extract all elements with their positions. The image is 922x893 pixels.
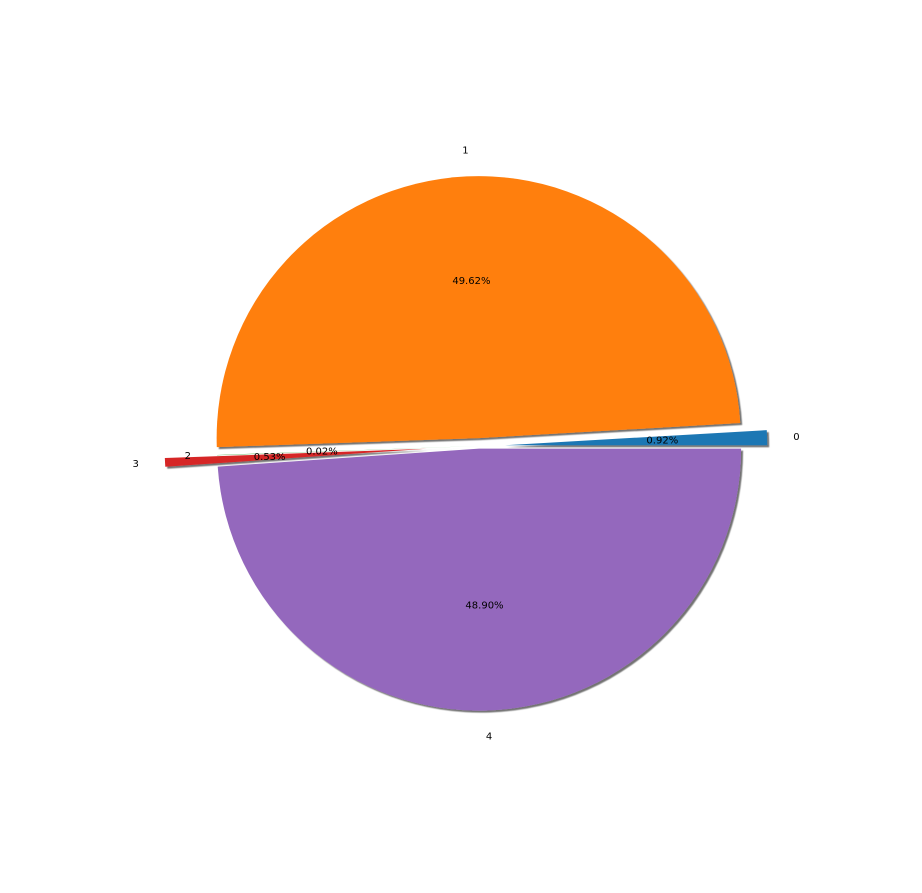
pct-label-3: 0.53%: [254, 452, 286, 463]
slice-label-1: 1: [462, 145, 468, 156]
pie-slice-1: [216, 176, 741, 448]
slice-label-3: 3: [132, 459, 138, 470]
pie-slice-3: [164, 448, 427, 467]
pct-label-2: 0.02%: [306, 446, 338, 457]
pct-label-1: 49.62%: [452, 276, 490, 287]
pie-slice-4: [217, 448, 742, 711]
pie-labels: 0 0.92% 1 49.62% 2 0.02% 3 0.53% 4 48.90%: [132, 145, 799, 742]
slice-label-2: 2: [185, 451, 191, 462]
pie-slice-2: [217, 446, 479, 456]
slice-label-0: 0: [793, 432, 799, 443]
pie-slices: [164, 176, 768, 711]
pct-label-0: 0.92%: [646, 436, 678, 447]
pct-label-4: 48.90%: [465, 601, 503, 612]
slice-label-4: 4: [486, 732, 492, 743]
pie-slice-0: [505, 430, 768, 446]
